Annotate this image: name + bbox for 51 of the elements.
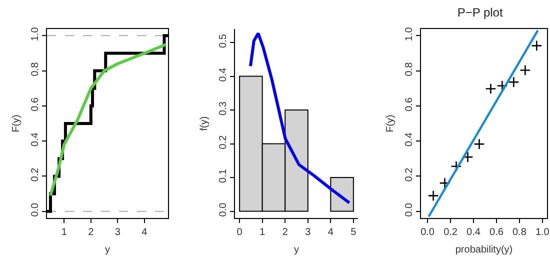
x-tick-label: 0.4 [466, 227, 481, 238]
y-tick-label: 0.3 [218, 101, 229, 116]
x-tick-label: 1 [61, 227, 68, 238]
x-tick-label: 0 [236, 227, 243, 238]
x-tick-label: 0.6 [490, 227, 504, 238]
point [496, 80, 508, 92]
x-tick-label: 0.2 [444, 227, 458, 238]
y-tick-label: 0.0 [404, 202, 415, 217]
x-tick-label: 4 [142, 227, 148, 238]
y-tick-label: 0.2 [30, 167, 41, 182]
y-axis-title: F(y) [385, 114, 396, 132]
x-tick-label: 0.8 [512, 227, 527, 238]
y-tick-label: 0.6 [404, 97, 415, 112]
point [531, 40, 542, 52]
y-tick-label: 0.2 [404, 167, 415, 182]
point [450, 160, 462, 172]
x-axis-title: y [294, 244, 299, 256]
point [439, 178, 450, 189]
x-tick-label: 4 [328, 227, 334, 238]
x-tick-label: 3 [114, 227, 121, 238]
x-tick-label: 2 [282, 227, 288, 238]
point [428, 190, 439, 202]
y-tick-label: 0.5 [218, 34, 229, 48]
y-tick-label: 0.4 [30, 132, 41, 147]
x-tick-label: 0.0 [420, 227, 435, 238]
x-tick-label: 2 [88, 227, 94, 238]
y-tick-label: 0.8 [30, 62, 41, 76]
y-tick-label: 0.4 [404, 132, 415, 147]
point [508, 76, 520, 88]
y-tick-label: 1.0 [404, 26, 415, 42]
y-tick-label: 1.0 [30, 26, 41, 42]
point [520, 64, 531, 76]
x-axis-title: probability(y) [455, 244, 513, 256]
y-tick-label: 0.4 [218, 67, 229, 82]
x-tick-label: 1 [260, 227, 266, 238]
point [474, 138, 485, 150]
y-tick-label: 0.8 [404, 62, 415, 76]
y-tick-label: 0.0 [218, 202, 229, 217]
y-axis-title: f(y) [199, 116, 210, 131]
y-tick-label: 0.2 [218, 134, 229, 150]
y-tick-label: 0.1 [218, 168, 229, 183]
x-tick-label: 5 [350, 227, 357, 238]
point [485, 83, 496, 94]
point [462, 152, 474, 163]
y-axis-title: F(y) [11, 114, 22, 132]
x-axis-title: y [105, 244, 110, 256]
chart-title: P−P plot [457, 5, 504, 20]
y-tick-label: 0.0 [30, 202, 41, 217]
x-tick-label: 1.0 [535, 227, 550, 238]
x-tick-label: 3 [305, 227, 312, 238]
y-tick-label: 0.6 [30, 97, 41, 112]
